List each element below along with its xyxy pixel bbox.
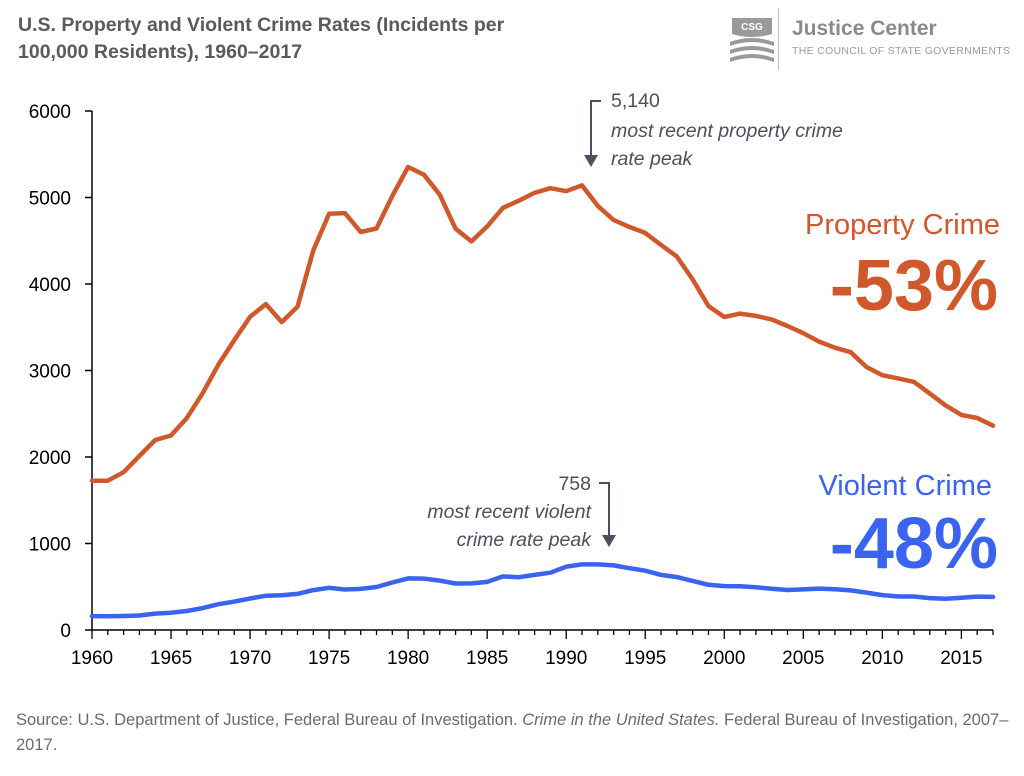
source-prefix: Source: U.S. Department of Justice, Fede… — [16, 711, 523, 729]
logo-badge: CSG — [741, 22, 763, 33]
x-tick-label: 1970 — [229, 648, 271, 669]
x-tick-label: 1990 — [545, 648, 587, 669]
property-peak-value: 5,140 — [611, 90, 660, 112]
y-tick-label: 3000 — [29, 362, 71, 383]
y-tick-label: 2000 — [29, 448, 71, 469]
logo-divider — [778, 8, 779, 70]
violent-peak-value: 758 — [558, 473, 591, 495]
axes — [85, 110, 994, 639]
property-peak-annotation: 5,140 most recent property crime rate pe… — [584, 90, 843, 170]
x-tick-label: 2000 — [703, 648, 745, 669]
property-peak-note-line2: rate peak — [611, 148, 694, 170]
series-lines — [89, 164, 996, 619]
source-suffix: Federal Bureau of Investigation, 2007–20… — [16, 711, 1009, 754]
logo-subtitle: THE COUNCIL OF STATE GOVERNMENTS — [792, 45, 1011, 57]
violent-peak-connector — [599, 482, 610, 538]
property-crime-label: Property Crime — [805, 209, 1000, 241]
property-peak-note-line1: most recent property crime — [611, 120, 843, 142]
property-peak-connector — [590, 100, 601, 158]
source-title: Crime in the United States. — [522, 711, 720, 729]
x-tick-label: 2010 — [861, 648, 903, 669]
y-tick-label: 6000 — [29, 102, 71, 123]
y-tick-label: 1000 — [29, 535, 71, 556]
csg-logo: CSG — [726, 14, 1016, 72]
x-tick-label: 1960 — [71, 648, 113, 669]
violent-crime-label: Violent Crime — [818, 470, 992, 502]
source-note: Source: U.S. Department of Justice, Fede… — [16, 708, 1016, 758]
property-crime-change: -53% — [830, 246, 998, 326]
violent-peak-arrow-icon — [602, 535, 616, 547]
crime-rate-chart: 0 1000 2000 3000 4000 5000 6000 1960 1965 1970 197… — [29, 90, 1000, 669]
tick-labels: 0 1000 2000 3000 4000 5000 6000 1960 1965 1970 197… — [29, 102, 983, 669]
emblem-top — [732, 18, 772, 37]
violent-crime-change: -48% — [830, 504, 998, 584]
emblem-stripe-3 — [730, 54, 774, 62]
chart-title: U.S. Property and Violent Crime Rates (I… — [18, 14, 505, 63]
violent-peak-annotation: 758 most recent violent crime rate peak — [427, 473, 616, 551]
emblem-stripe-1 — [730, 38, 774, 46]
violent-peak-note-line1: most recent violent — [427, 501, 592, 523]
x-tick-label: 1985 — [466, 648, 508, 669]
csg-emblem-icon: CSG — [730, 18, 774, 62]
x-tick-label: 2015 — [940, 648, 982, 669]
violent-crime-line — [89, 562, 996, 619]
x-tick-label: 1995 — [624, 648, 666, 669]
violent-peak-note-line2: crime rate peak — [457, 529, 593, 551]
x-tick-label: 2005 — [782, 648, 824, 669]
x-tick-label: 1980 — [387, 648, 429, 669]
x-tick-label: 1965 — [150, 648, 192, 669]
y-tick-label: 0 — [60, 621, 71, 642]
x-tick-label: 1975 — [308, 648, 350, 669]
y-tick-label: 5000 — [29, 189, 71, 210]
emblem-stripe-2 — [730, 46, 774, 54]
y-tick-label: 4000 — [29, 275, 71, 296]
logo-name: Justice Center — [792, 17, 937, 40]
property-crime-line — [89, 164, 996, 483]
property-peak-arrow-icon — [584, 155, 598, 167]
